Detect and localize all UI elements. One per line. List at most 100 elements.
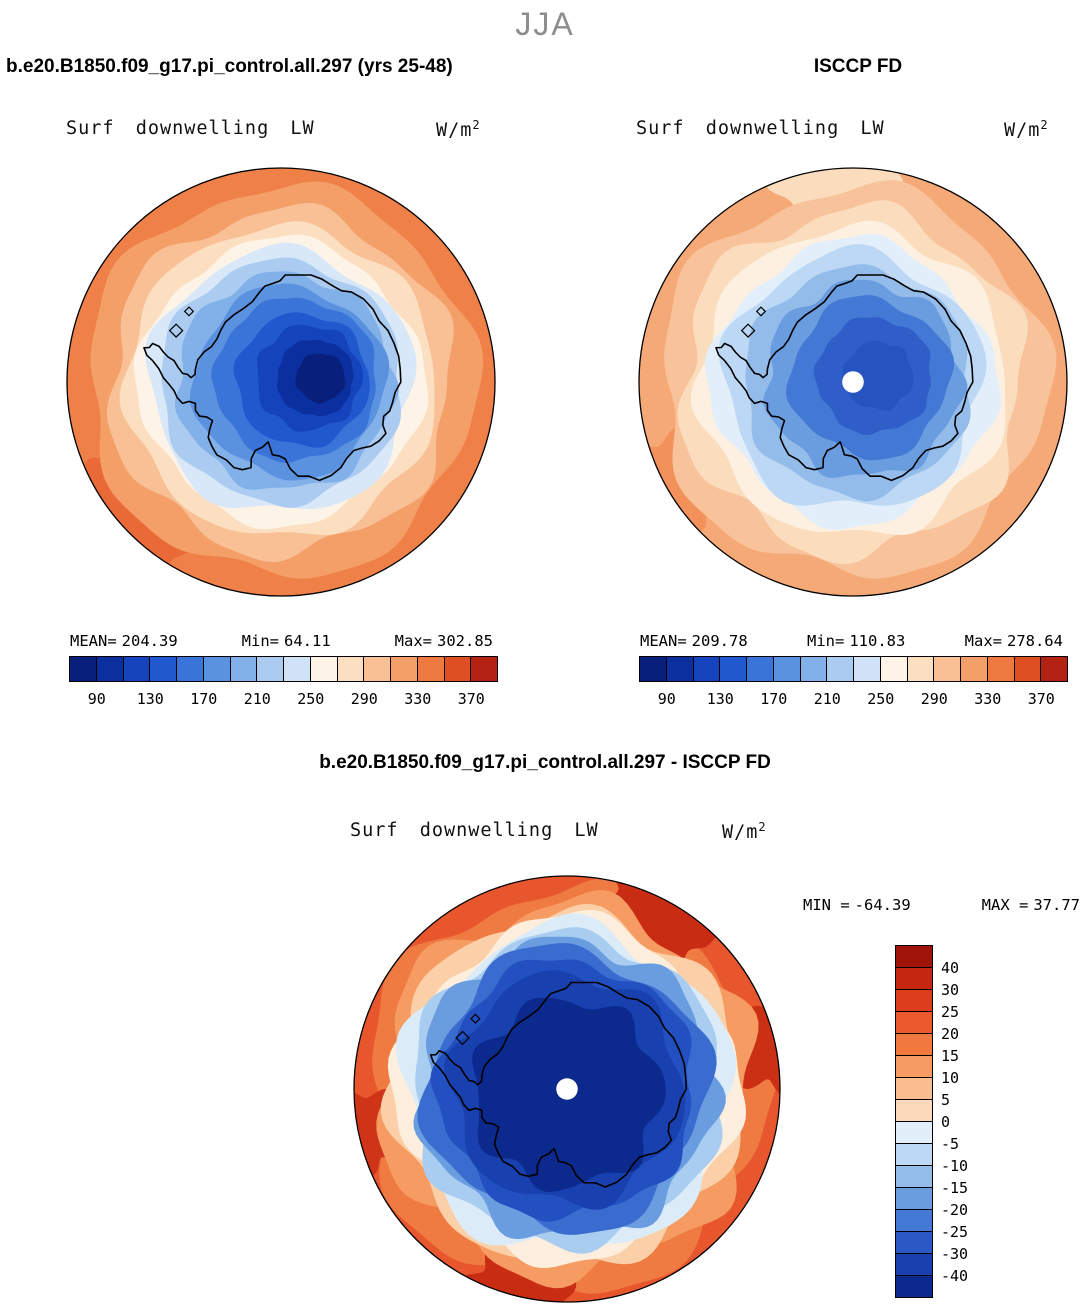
colorbar-cell	[895, 989, 933, 1012]
pole-data-hole	[556, 1078, 578, 1100]
colorbar-tick: 40	[941, 959, 960, 977]
colorbar-cell	[122, 656, 151, 682]
colorbar-tick: -20	[941, 1201, 969, 1219]
diff-max-value: 37.77	[1033, 896, 1080, 914]
colorbar-cell	[69, 656, 97, 682]
obs-field-label: Surf downwelling LW	[636, 118, 885, 139]
colorbar-tick: 330	[974, 690, 1002, 708]
obs-max-label: Max=	[964, 632, 1002, 650]
colorbar-cell	[283, 656, 311, 682]
map-boundary	[66, 167, 496, 597]
colorbar-cell	[1013, 656, 1042, 682]
colorbar-cell	[895, 1209, 933, 1232]
colorbar-tick: 210	[243, 690, 271, 708]
obs-max-value: 278.64	[1006, 632, 1063, 650]
diff-min-label: MIN =	[803, 896, 850, 914]
colorbar-cell	[986, 656, 1015, 682]
colorbar-tick: 210	[813, 690, 841, 708]
colorbar-cell	[799, 656, 828, 682]
colorbar-cell	[772, 656, 801, 682]
colorbar-cell	[895, 1253, 933, 1276]
colorbar-cell	[443, 656, 472, 682]
colorbar-tick: 25	[941, 1003, 960, 1021]
model-mean-value: 204.39	[121, 632, 178, 650]
colorbar-cell	[416, 656, 445, 682]
obs-panel-title: ISCCP FD	[813, 56, 903, 77]
diff-map	[353, 875, 781, 1303]
colorbar-tick: 290	[920, 690, 948, 708]
model-max-value: 302.85	[437, 632, 493, 650]
colorbar-cell	[202, 656, 231, 682]
colorbar-cell	[639, 656, 667, 682]
colorbar-cell	[895, 1011, 933, 1034]
diff-stats: MIN = -64.39 MAX = 37.77	[803, 896, 1085, 914]
model-stats: MEAN= 204.39 Min= 64.11 Max= 302.85	[70, 632, 498, 650]
model-units-base: W/m	[436, 120, 473, 142]
obs-min-label: Min=	[807, 632, 845, 650]
season-title: JJA	[515, 6, 575, 42]
colorbar-cell	[960, 656, 988, 682]
model-units-label: W/m2	[436, 118, 481, 141]
colorbar-cell	[95, 656, 124, 682]
diff-panel-title: b.e20.B1850.f09_g17.pi_control.all.297 -…	[319, 752, 771, 773]
colorbar-tick: 10	[941, 1069, 960, 1087]
colorbar-cell	[363, 656, 391, 682]
colorbar-tick: -10	[941, 1157, 969, 1175]
colorbar-cell	[853, 656, 881, 682]
colorbar-tick: 370	[457, 690, 485, 708]
colorbar-cell	[149, 656, 177, 682]
antarctica-coastline	[715, 274, 974, 482]
diff-units-exponent: 2	[758, 820, 767, 834]
colorbar-cell	[1040, 656, 1068, 682]
colorbar-cell	[906, 656, 935, 682]
model-colorbar	[69, 656, 498, 682]
model-colorbar-ticks: 90 130 170 210 250 290 330 370	[70, 690, 498, 710]
diff-max-label: MAX =	[981, 896, 1029, 914]
model-max-label: Max=	[394, 632, 432, 650]
colorbar-cell	[719, 656, 747, 682]
model-mean-label: MEAN=	[70, 632, 117, 650]
pole-data-hole	[842, 371, 864, 393]
colorbar-tick: 250	[867, 690, 895, 708]
model-panel-title: b.e20.B1850.f09_g17.pi_control.all.297 (…	[6, 56, 453, 77]
colorbar-cell	[692, 656, 721, 682]
colorbar-tick: 290	[350, 690, 378, 708]
colorbar-cell	[895, 1055, 933, 1078]
diff-colorbar	[895, 945, 933, 1298]
colorbar-cell	[879, 656, 908, 682]
colorbar-cell	[336, 656, 365, 682]
colorbar-cell	[895, 945, 933, 968]
colorbar-cell	[176, 656, 204, 682]
colorbar-cell	[895, 1143, 933, 1166]
obs-units-exponent: 2	[1040, 118, 1049, 132]
diff-colorbar-ticks: 40 30 25 20 15 10 5 0 -5 -10 -15 -20 -25 -30 -40	[941, 946, 1001, 1298]
obs-units-label: W/m2	[1004, 118, 1049, 141]
model-map	[66, 167, 496, 597]
colorbar-cell	[895, 1275, 933, 1298]
colorbar-tick: 130	[136, 690, 164, 708]
obs-stats: MEAN= 209.78 Min= 110.83 Max= 278.64	[640, 632, 1068, 650]
colorbar-cell	[256, 656, 284, 682]
obs-colorbar-ticks: 90 130 170 210 250 290 330 370	[640, 690, 1068, 710]
colorbar-cell	[895, 1099, 933, 1122]
colorbar-cell	[895, 1077, 933, 1100]
colorbar-tick: 30	[941, 981, 960, 999]
colorbar-cell	[746, 656, 774, 682]
antarctica-coastline	[143, 274, 402, 482]
obs-mean-value: 209.78	[691, 632, 748, 650]
colorbar-cell	[895, 1033, 933, 1056]
colorbar-tick: 330	[404, 690, 432, 708]
diff-field-label: Surf downwelling LW	[350, 820, 599, 841]
obs-map	[638, 167, 1068, 597]
colorbar-cell	[933, 656, 961, 682]
model-min-value: 64.11	[284, 632, 331, 650]
colorbar-tick: -15	[941, 1179, 969, 1197]
colorbar-tick: 5	[941, 1091, 951, 1109]
map-boundary	[638, 167, 1068, 597]
contour-fill-layer	[67, 168, 495, 596]
colorbar-tick: 170	[190, 690, 218, 708]
antarctica-coastline	[429, 981, 688, 1188]
model-min-label: Min=	[241, 632, 279, 650]
obs-colorbar	[639, 656, 1068, 682]
